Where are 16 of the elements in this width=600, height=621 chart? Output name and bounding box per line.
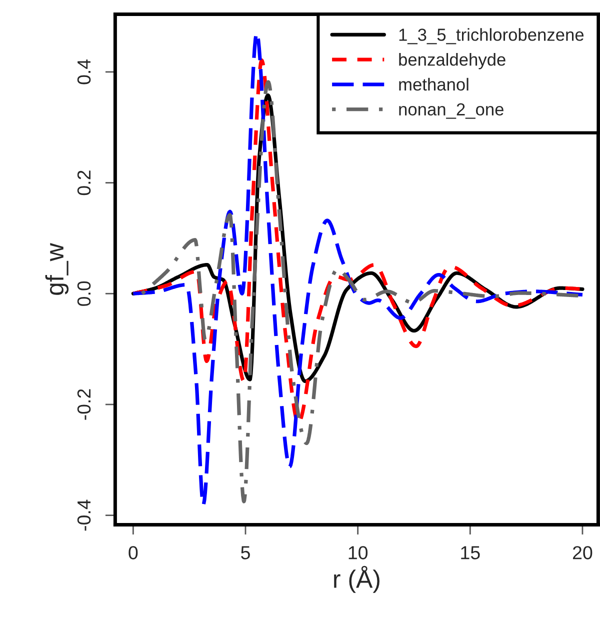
y-axis-title: gf_w: [45, 243, 69, 295]
x-axis-title: r (Å): [334, 566, 380, 593]
y-tick-label: 0.4: [77, 59, 91, 84]
legend-label: benzaldehyde: [399, 53, 506, 70]
legend-label: 1_3_5_trichlorobenzene: [399, 28, 584, 44]
y-tick-label: -0.2: [77, 389, 91, 420]
y-tick-label: 0.2: [77, 170, 91, 196]
x-tick-label: 0: [128, 546, 138, 560]
x-tick-label: 20: [572, 546, 592, 560]
x-tick-label: 15: [461, 546, 480, 560]
x-tick-label: 5: [241, 546, 250, 560]
y-tick-label: -0.4: [77, 500, 91, 531]
legend-label: nonan_2_one: [399, 103, 504, 119]
x-tick-label: 10: [348, 546, 368, 560]
legend-label: methanol: [399, 78, 468, 91]
y-tick-label: 0.0: [77, 281, 91, 306]
